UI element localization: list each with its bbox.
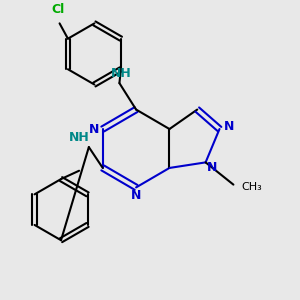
Text: Cl: Cl (52, 3, 65, 16)
Text: NH: NH (69, 131, 89, 144)
Text: NH: NH (110, 68, 131, 80)
Text: CH₃: CH₃ (241, 182, 262, 192)
Text: N: N (131, 189, 141, 202)
Text: N: N (207, 161, 218, 174)
Text: N: N (89, 122, 100, 136)
Text: N: N (224, 120, 234, 133)
